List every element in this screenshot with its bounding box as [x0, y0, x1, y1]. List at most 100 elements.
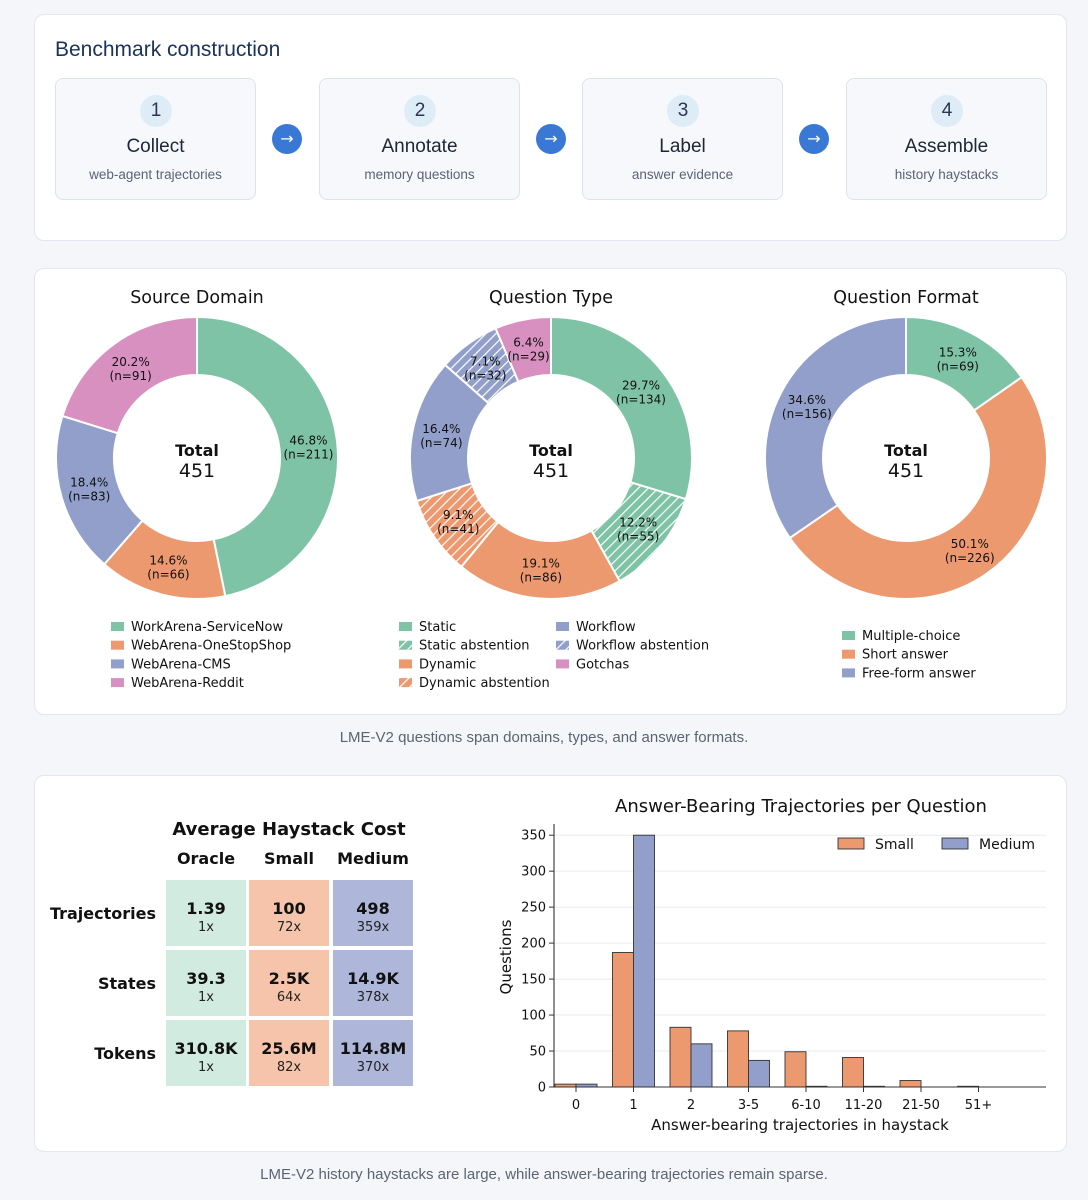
bar-chart-title: Answer-Bearing Trajectories per Question	[615, 796, 987, 817]
step-number: 3	[667, 95, 699, 127]
table-row-header: Tokens	[94, 1044, 156, 1063]
table-column-header: Oracle	[177, 849, 235, 868]
slice-percent-label: 6.4%	[513, 335, 544, 349]
legend-swatch	[111, 659, 124, 669]
x-tick-label: 3-5	[738, 1098, 759, 1113]
slice-count-label: (n=55)	[617, 529, 659, 543]
legend-label: Workflow	[576, 620, 636, 635]
table-cell-ratio: 370x	[357, 1060, 390, 1075]
y-tick-label: 200	[521, 937, 546, 952]
legend-swatch	[842, 631, 855, 640]
table-cell-value: 498	[356, 899, 389, 918]
slice-count-label: (n=41)	[437, 522, 479, 536]
step-description: history haystacks	[894, 167, 999, 182]
donut-center-value: 451	[888, 460, 924, 482]
slice-percent-label: 50.1%	[951, 537, 989, 551]
legend-swatch	[399, 640, 412, 650]
table-cell-value: 2.5K	[269, 969, 310, 988]
slice-count-label: (n=226)	[945, 551, 995, 565]
legend-label: WorkArena-ServiceNow	[131, 620, 283, 635]
legend-swatch	[556, 659, 569, 669]
table-cell-ratio: 1x	[198, 920, 214, 935]
legend-label: WebArena-OneStopShop	[131, 639, 291, 654]
slice-count-label: (n=91)	[110, 369, 152, 383]
legend-label: Dynamic abstention	[419, 676, 550, 691]
table-cell-ratio: 1x	[198, 1060, 214, 1075]
legend-label: Static	[419, 620, 456, 635]
table-cell-ratio: 378x	[357, 990, 390, 1005]
pie-title: Question Format	[833, 288, 979, 308]
slice-count-label: (n=86)	[520, 571, 562, 585]
bottom-caption: LME-V2 history haystacks are large, whil…	[260, 1166, 828, 1183]
slice-percent-label: 14.6%	[149, 553, 187, 567]
step-name: Collect	[126, 136, 185, 157]
step-assemble: 4 Assemble history haystacks	[846, 78, 1047, 200]
slice-percent-label: 9.1%	[443, 508, 474, 522]
pipeline-card: Benchmark construction 1 Collect web-age…	[34, 14, 1067, 241]
table-column-header: Medium	[337, 849, 409, 868]
pie-slice	[764, 315, 907, 540]
pie-slice	[788, 375, 1048, 601]
bar	[612, 952, 634, 1088]
pie-slice	[494, 315, 552, 383]
slice-count-label: (n=32)	[464, 368, 506, 382]
table-cell	[247, 1018, 331, 1088]
legend-label: Static abstention	[419, 639, 530, 654]
donut-center-value: 451	[179, 460, 215, 482]
table-row-header: Trajectories	[50, 904, 156, 923]
pie-charts-svg: Source Domain 46.8%(n=211) WorkArena-Servi…	[55, 288, 1048, 691]
y-tick-label: 100	[521, 1009, 546, 1024]
slice-percent-label: 12.2%	[619, 515, 657, 529]
table-cell-ratio: 1x	[198, 990, 214, 1005]
legend-swatch	[556, 640, 569, 650]
slice-percent-label: 16.4%	[422, 422, 460, 436]
table-cell	[331, 1018, 415, 1088]
step-number: 1	[140, 95, 172, 127]
table-cell	[247, 948, 331, 1018]
step-name: Label	[659, 136, 706, 157]
x-tick-label: 2	[687, 1098, 695, 1113]
pie-charts-card: Source Domain 46.8% (n=211) WorkArena-Servi…	[34, 268, 1067, 715]
legend-label: WebArena-Reddit	[131, 676, 244, 691]
legend-swatch	[399, 678, 412, 688]
legend-label: Multiple-choice	[862, 629, 960, 644]
y-tick-label: 250	[521, 901, 546, 916]
donut-center-label: Total	[175, 441, 219, 460]
step-annotate: 2 Annotate memory questions	[319, 78, 520, 200]
legend-swatch	[941, 837, 969, 850]
legend-label: Workflow abstention	[576, 639, 709, 654]
slice-count-label: (n=134)	[616, 392, 666, 406]
slice-count-label: (n=69)	[937, 360, 979, 374]
legend-label: Short answer	[862, 648, 949, 663]
table-title: Average Haystack Cost	[172, 819, 406, 840]
legend-label: Free-form answer	[862, 666, 976, 681]
bar	[633, 834, 655, 1088]
pie-title: Question Type	[489, 288, 613, 308]
table-cell	[164, 878, 248, 948]
legend-swatch	[556, 622, 569, 631]
y-tick-label: 0	[538, 1081, 546, 1096]
slice-count-label: (n=156)	[782, 407, 832, 421]
step-number: 2	[404, 95, 436, 127]
slice-count-label: (n=66)	[147, 567, 189, 581]
table-cell	[247, 878, 331, 948]
table-cell	[331, 948, 415, 1018]
legend-label: Gotchas	[576, 657, 629, 672]
x-tick-label: 6-10	[791, 1098, 821, 1113]
x-tick-label: 21-50	[902, 1098, 940, 1113]
table-cell-value: 310.8K	[174, 1039, 238, 1058]
y-tick-label: 150	[521, 973, 546, 988]
slice-percent-label: 20.2%	[112, 355, 150, 369]
table-cell-value: 100	[272, 899, 305, 918]
x-tick-label: 1	[629, 1098, 637, 1113]
y-tick-label: 300	[521, 865, 546, 880]
step-name: Assemble	[904, 136, 989, 157]
slice-percent-label: 19.1%	[522, 557, 560, 571]
arrow-right-icon: →	[272, 124, 302, 154]
legend-swatch	[842, 668, 855, 678]
table-cell	[331, 878, 415, 948]
pies-caption: LME-V2 questions span domains, types, an…	[339, 729, 749, 746]
slice-count-label: (n=74)	[420, 436, 462, 450]
y-tick-label: 50	[529, 1045, 546, 1060]
x-tick-label: 51+	[965, 1098, 992, 1113]
